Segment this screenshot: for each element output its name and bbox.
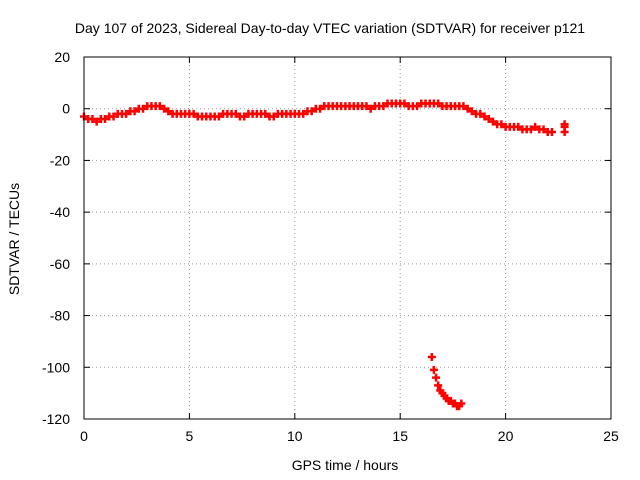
y-tick-label: -40 [50,204,70,220]
data-point [269,112,278,121]
data-point [457,399,466,408]
data-point [413,102,422,111]
data-point [514,122,523,131]
data-point [164,107,173,116]
data-point [459,102,468,111]
data-point [429,365,438,374]
y-tick-label: -120 [42,411,70,427]
y-tick-label: 20 [54,49,70,65]
data-point [155,102,164,111]
data-point [400,99,409,108]
data-point [531,122,540,131]
data-point [231,109,240,118]
data-point [240,112,249,121]
y-axis-label: SDTVAR / TECUs [6,183,22,295]
y-tick-label: 0 [62,101,70,117]
data-point [379,102,388,111]
data-point [307,107,316,116]
data-point [488,117,497,126]
x-tick-label: 0 [80,428,88,444]
data-point [547,127,556,136]
data-point [139,104,148,113]
data-point [434,99,443,108]
data-point [261,109,270,118]
data-point [316,104,325,113]
data-point [189,109,198,118]
data-point [560,127,569,136]
x-axis: 0 5 10 15 20 25 [80,57,619,444]
data-point [160,104,169,113]
x-tick-label: 10 [287,428,303,444]
data-point [463,104,472,113]
data-point [526,125,535,134]
y-tick-label: -100 [42,359,70,375]
data-point [366,104,375,113]
data-point [432,373,441,382]
data-point [484,115,493,124]
x-tick-label: 20 [498,428,514,444]
x-tick-label: 15 [392,428,408,444]
data-point [109,112,118,121]
data-point [122,109,131,118]
chart-title: Day 107 of 2023, Sidereal Day-to-day VTE… [75,20,585,36]
x-tick-label: 5 [186,428,194,444]
data-point [92,117,101,126]
data-point [88,115,97,124]
x-axis-label: GPS time / hours [292,457,399,473]
y-tick-label: -80 [50,308,70,324]
x-tick-label: 25 [603,428,619,444]
data-point [497,120,506,129]
y-tick-label: -20 [50,152,70,168]
plot-area-frame [83,56,612,420]
y-axis: -120 -100 -80 -60 -40 -20 0 20 [42,49,611,427]
data-point [476,109,485,118]
data-point [362,102,371,111]
data-point [539,125,548,134]
data-point [299,109,308,118]
data-point [130,107,139,116]
y-tick-label: -60 [50,256,70,272]
data-point [214,112,223,121]
data-point [467,107,476,116]
data-point [480,112,489,121]
data-point [427,352,436,361]
data-point [434,381,443,390]
data-point [101,115,110,124]
data-series [80,99,569,411]
